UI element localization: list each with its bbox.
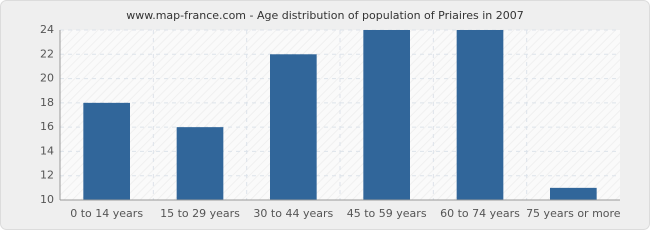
y-tick-label: 10 (40, 193, 54, 206)
x-tick-label: 75 years or more (526, 207, 621, 220)
y-tick-label: 14 (40, 144, 54, 157)
bar (550, 187, 597, 200)
bar (456, 30, 504, 200)
bar (176, 127, 224, 200)
y-tick-label: 22 (40, 47, 54, 60)
x-tick-label: 45 to 59 years (347, 207, 427, 220)
plot-area (60, 30, 620, 200)
x-tick-label: 60 to 74 years (440, 207, 520, 220)
y-tick-label: 16 (40, 120, 54, 133)
y-tick-label: 12 (40, 169, 54, 182)
x-tick-label: 0 to 14 years (70, 207, 143, 220)
y-tick-label: 18 (40, 96, 54, 109)
y-tick-label: 24 (40, 23, 54, 36)
x-tick-label: 15 to 29 years (160, 207, 240, 220)
chart: www.map-france.com - Age distribution of… (0, 0, 650, 230)
bar (363, 30, 410, 200)
bar (270, 54, 317, 201)
y-tick-label: 20 (40, 72, 54, 85)
chart-title: www.map-france.com - Age distribution of… (126, 9, 524, 22)
bar (83, 102, 130, 200)
x-tick-label: 30 to 44 years (253, 207, 333, 220)
